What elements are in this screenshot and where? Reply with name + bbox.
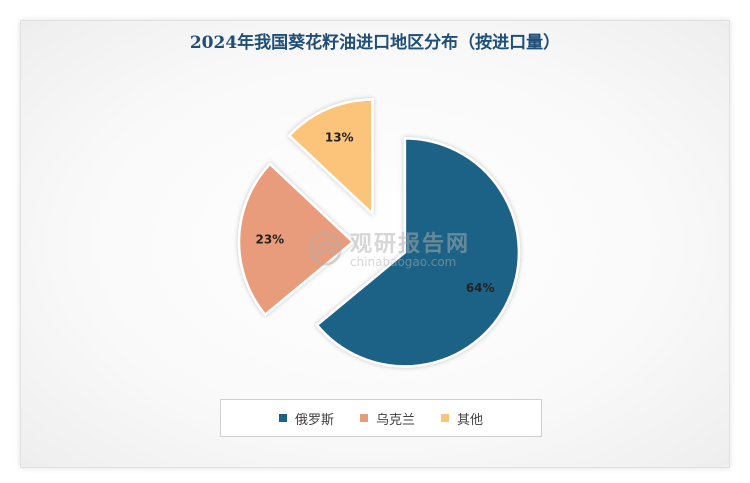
legend-item-russia: 俄罗斯 xyxy=(278,409,334,428)
chart-area xyxy=(20,20,730,468)
chart-title: 2024年我国葵花籽油进口地区分布（按进口量） xyxy=(189,33,561,53)
pie-slice-other xyxy=(287,98,374,217)
watermark-main-text: 观研报告网 xyxy=(350,232,471,257)
data-label-other: 13% xyxy=(325,130,354,144)
pie-slice-ukraine xyxy=(237,162,355,317)
legend-swatch-other xyxy=(441,414,449,422)
legend-label-ukraine: 乌克兰 xyxy=(375,412,415,428)
legend-swatch-russia xyxy=(278,414,287,422)
watermark-logo-icon xyxy=(308,232,342,266)
watermark-sub-text: chinabaogao.com xyxy=(350,255,457,269)
legend-label-other: 其他 xyxy=(457,412,484,428)
pie-slice-russia xyxy=(315,137,521,368)
legend-item-other: 其他 xyxy=(441,409,483,428)
legend-swatch-ukraine xyxy=(359,414,368,422)
legend-item-ukraine: 乌克兰 xyxy=(359,409,415,428)
data-label-russia: 64% xyxy=(466,281,495,295)
data-label-ukraine: 23% xyxy=(255,232,284,246)
chart-legend: 俄罗斯 乌克兰 其他 xyxy=(220,399,542,437)
watermark: 观研报告网 chinabaogao.com xyxy=(298,224,488,274)
legend-label-russia: 俄罗斯 xyxy=(294,412,334,428)
